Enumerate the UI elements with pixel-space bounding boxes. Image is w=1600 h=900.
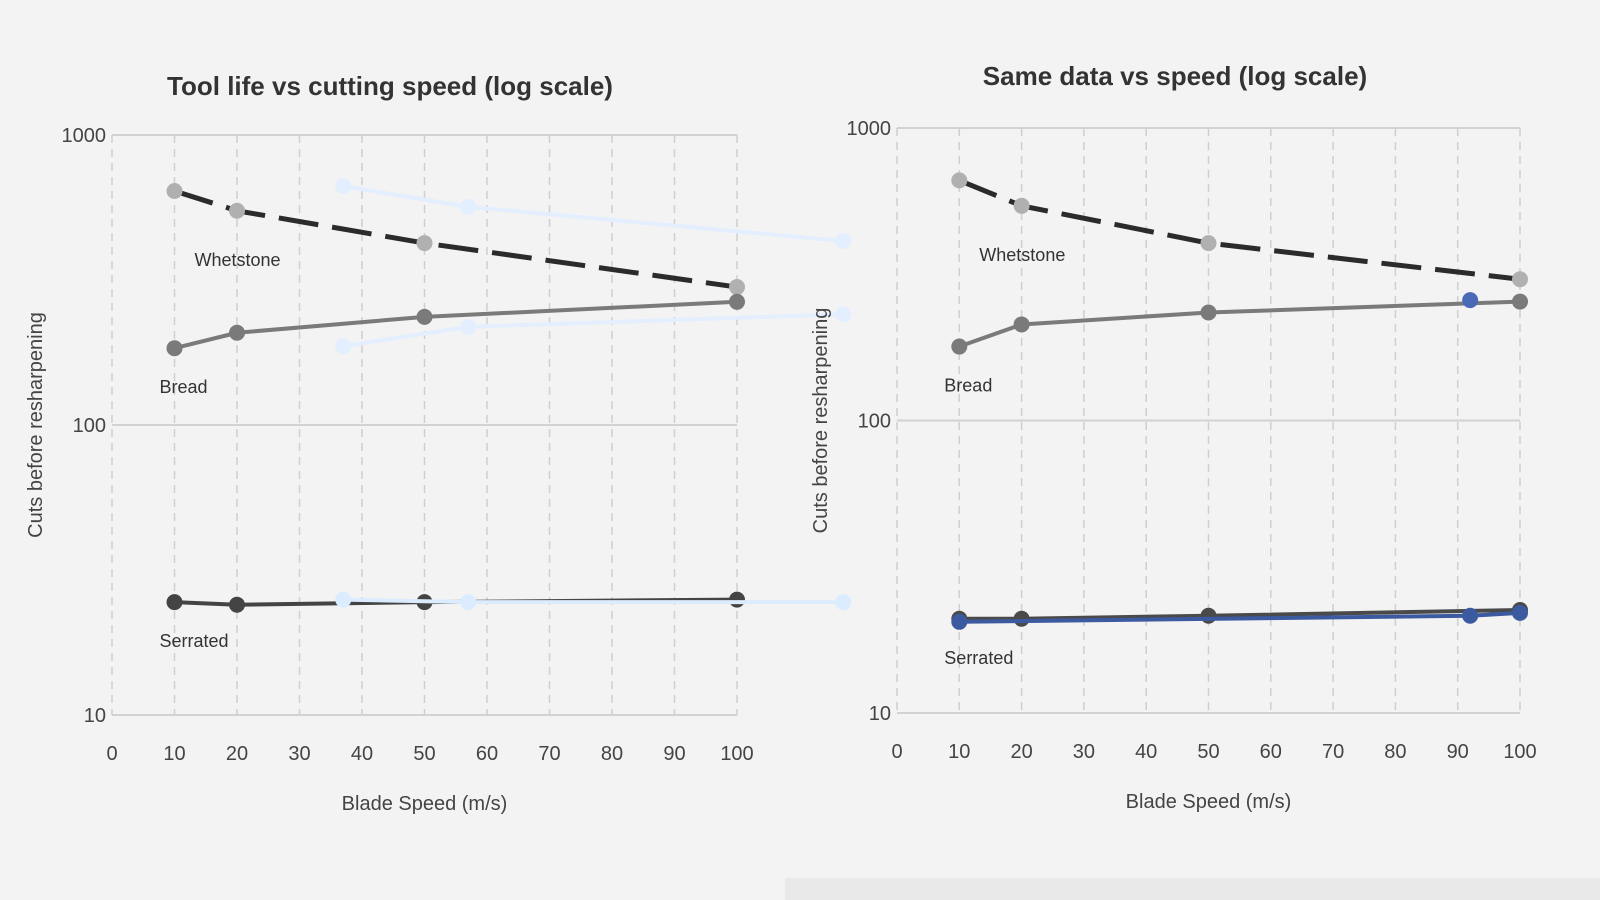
data-point <box>460 198 477 215</box>
x-tick-label: 80 <box>601 743 623 765</box>
x-tick-label: 100 <box>1503 741 1536 763</box>
x-tick-label: 10 <box>163 743 185 765</box>
horizontal-scrollbar[interactable] <box>785 878 1600 900</box>
y-axis-label: Cuts before resharpening <box>810 308 832 534</box>
series-serrated: Serrated <box>944 601 1528 668</box>
data-point <box>416 308 433 325</box>
series-line <box>173 188 738 290</box>
data-point <box>1013 316 1030 333</box>
series-unnamed-3 <box>951 604 1528 630</box>
chart-1: Tool life vs cutting speed (log scale)0 1… <box>25 71 852 815</box>
y-tick-label: 1000 <box>62 125 107 147</box>
chart-title: Tool life vs cutting speed (log scale) <box>167 71 613 101</box>
data-point <box>460 594 477 611</box>
series-unnamed-3 <box>335 178 852 250</box>
chart-title: Same data vs speed (log scale) <box>983 61 1367 91</box>
x-tick-label: 60 <box>1260 741 1282 763</box>
x-tick-label: 0 <box>891 741 902 763</box>
x-tick-label: 50 <box>413 743 435 765</box>
series-label: Bread <box>160 377 208 397</box>
x-tick-label: 90 <box>1447 741 1469 763</box>
data-point <box>1200 607 1217 624</box>
series-line <box>958 178 1521 282</box>
data-point <box>1200 304 1217 321</box>
series-unnamed-5 <box>335 591 852 611</box>
data-point <box>729 293 745 310</box>
x-tick-label: 30 <box>1073 741 1095 763</box>
x-axis-label: Blade Speed (m/s) <box>1126 791 1292 813</box>
data-point <box>460 318 477 335</box>
x-tick-label: 60 <box>476 743 498 765</box>
x-tick-label: 100 <box>720 743 753 765</box>
x-tick-label: 90 <box>663 743 685 765</box>
y-tick-label: 100 <box>73 415 106 437</box>
data-point <box>416 235 433 252</box>
series-unnamed-4 <box>1462 292 1479 309</box>
y-axis-label: Cuts before resharpening <box>25 312 47 538</box>
series-label: Bread <box>944 376 992 396</box>
data-point <box>166 340 183 357</box>
data-point <box>229 324 245 341</box>
series-label: Serrated <box>944 648 1013 668</box>
y-tick-label: 10 <box>84 705 106 727</box>
series-whetstone: Whetstone <box>166 183 745 296</box>
series-bread: Bread <box>944 293 1528 396</box>
data-point <box>1512 293 1528 310</box>
series-line <box>959 607 1521 621</box>
data-point <box>335 338 352 355</box>
x-tick-label: 10 <box>948 741 970 763</box>
data-point <box>1462 607 1479 624</box>
chart-2: Same data vs speed (log scale)0 10 20 30 40 5… <box>810 61 1537 813</box>
data-point <box>835 594 852 611</box>
series-line <box>174 299 738 351</box>
x-tick-label: 40 <box>351 743 373 765</box>
series-line <box>958 299 1521 349</box>
series-bread: Bread <box>160 293 745 397</box>
data-point <box>729 591 745 608</box>
x-tick-label: 40 <box>1135 741 1157 763</box>
data-point <box>229 596 245 613</box>
data-point <box>335 591 352 608</box>
data-point <box>1512 271 1528 288</box>
x-tick-label: 50 <box>1197 741 1219 763</box>
x-axis-label: Blade Speed (m/s) <box>342 793 508 815</box>
series-line <box>342 184 844 243</box>
data-point <box>1512 604 1528 621</box>
x-tick-label: 20 <box>226 743 248 765</box>
x-tick-label: 30 <box>288 743 310 765</box>
data-point <box>951 613 968 630</box>
data-point <box>1200 235 1217 252</box>
data-point <box>729 279 745 296</box>
data-point <box>166 183 183 200</box>
data-point <box>335 178 352 195</box>
y-tick-label: 10 <box>869 703 891 725</box>
data-point <box>835 306 852 323</box>
x-tick-label: 70 <box>1322 741 1344 763</box>
series-unnamed-4 <box>335 306 852 355</box>
series-serrated: Serrated <box>160 591 745 651</box>
x-tick-label: 0 <box>106 743 117 765</box>
x-tick-label: 70 <box>538 743 560 765</box>
data-point <box>1013 610 1030 627</box>
series-whetstone: Whetstone <box>951 172 1528 288</box>
series-label: Whetstone <box>195 250 281 270</box>
data-point <box>1462 292 1479 309</box>
data-point <box>229 202 245 219</box>
y-tick-label: 100 <box>858 411 891 433</box>
series-label: Whetstone <box>979 245 1065 265</box>
series-label: Serrated <box>160 631 229 651</box>
data-point <box>166 594 183 611</box>
data-point <box>951 338 968 355</box>
data-point <box>951 172 968 189</box>
data-point <box>1013 197 1030 214</box>
x-tick-label: 20 <box>1010 741 1032 763</box>
data-point <box>835 233 852 250</box>
y-tick-label: 1000 <box>847 118 892 140</box>
x-tick-label: 80 <box>1384 741 1406 763</box>
